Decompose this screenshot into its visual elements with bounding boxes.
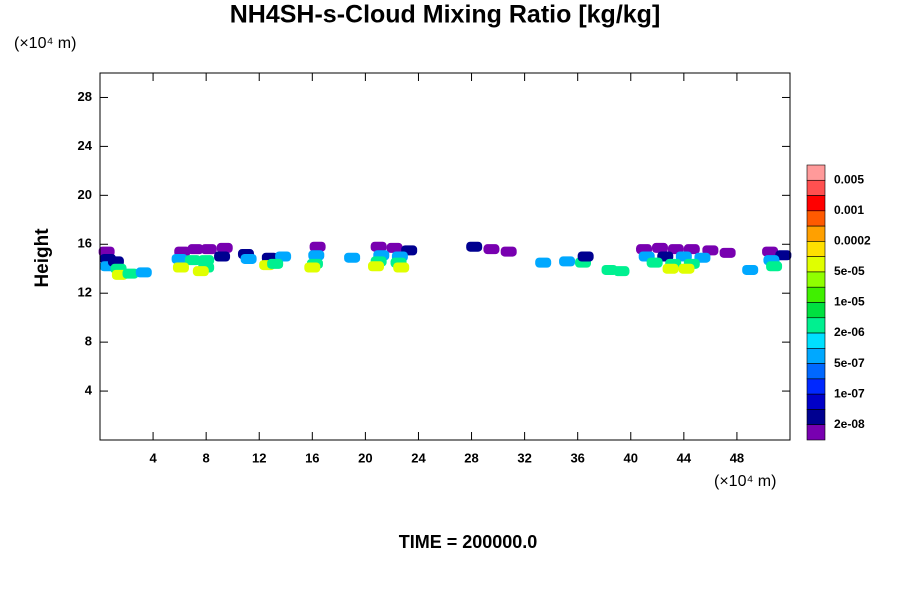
contour-cell — [719, 247, 736, 258]
contour-cell — [535, 257, 552, 268]
contour-cell — [200, 244, 217, 255]
contour-cell — [613, 266, 630, 277]
contour-cell — [192, 266, 209, 277]
y-tick-label: 24 — [78, 138, 93, 153]
y-tick-label: 16 — [78, 236, 92, 251]
contour-cell — [646, 257, 663, 268]
x-tick-label: 24 — [411, 450, 426, 465]
contour-cell — [240, 253, 257, 264]
colorbar-box — [806, 241, 826, 257]
colorbar-label: 1e-07 — [834, 386, 865, 400]
chart-title: NH4SH-s-Cloud Mixing Ratio [kg/kg] — [230, 1, 661, 29]
contour-cell — [500, 246, 517, 257]
colorbar-box — [806, 302, 826, 319]
x-tick-label: 48 — [730, 450, 744, 465]
contour-cell — [368, 261, 384, 272]
x-tick-label: 44 — [677, 450, 692, 465]
colorbar-label: 2e-08 — [834, 417, 865, 431]
contour-cell — [344, 252, 361, 263]
y-tick-label: 4 — [85, 383, 93, 398]
contour-cell — [216, 242, 233, 253]
contour-cell — [187, 244, 204, 255]
y-tick-label: 20 — [78, 187, 92, 202]
colorbar-box — [806, 348, 826, 364]
colorbar-box — [806, 317, 826, 334]
y-unit: (×10⁴ m) — [14, 35, 76, 52]
colorbar-box — [806, 256, 826, 273]
time-label: TIME = 200000.0 — [399, 532, 538, 552]
contour-cell — [304, 262, 321, 273]
contour-cell — [466, 241, 483, 252]
colorbar-label: 0.001 — [834, 203, 864, 217]
contour-cell — [370, 241, 387, 252]
colorbar-box — [806, 179, 826, 196]
contour-cell — [122, 268, 139, 279]
colorbar-box — [806, 271, 826, 288]
contour-cell — [742, 264, 759, 275]
contour-cell — [483, 244, 500, 255]
contour-cell — [393, 262, 410, 273]
x-tick-label: 4 — [149, 450, 157, 465]
contour-cell — [386, 242, 403, 253]
x-tick-label: 36 — [570, 450, 584, 465]
contour-cell — [775, 250, 792, 261]
colorbar-label: 1e-05 — [834, 295, 865, 309]
x-tick-label: 32 — [517, 450, 531, 465]
colorbar-box — [806, 363, 826, 380]
colorbar-label: 2e-06 — [834, 325, 865, 339]
contour-cell — [172, 262, 189, 273]
colorbar-label: 0.005 — [834, 172, 864, 186]
contour-cell — [214, 251, 231, 262]
contour-cell — [135, 267, 152, 278]
colorbar-box — [806, 225, 826, 242]
y-tick-label: 8 — [85, 334, 92, 349]
colorbar-box — [806, 409, 826, 426]
x-tick-label: 20 — [358, 450, 372, 465]
colorbar-label: 5e-05 — [834, 264, 865, 278]
contour-cell — [308, 250, 325, 261]
colorbar-label: 5e-07 — [834, 356, 865, 370]
contour-cell — [171, 253, 188, 264]
contour-cell — [766, 261, 783, 272]
y-tick-label: 12 — [78, 285, 92, 300]
contour-cell — [559, 256, 576, 267]
colorbar-box — [806, 378, 826, 395]
contour-cell — [651, 242, 668, 253]
colorbar-box — [806, 195, 826, 212]
plot-marks — [98, 241, 792, 280]
contour-cell — [678, 263, 695, 274]
colorbar-label: 0.0002 — [834, 234, 871, 248]
x-tick-label: 12 — [252, 450, 266, 465]
x-unit: (×10⁴ m) — [714, 473, 776, 490]
colorbar-box — [806, 393, 826, 410]
colorbar-box — [806, 164, 826, 181]
contour-cell — [267, 258, 284, 269]
colorbar-box — [806, 210, 826, 227]
contour-cell — [577, 251, 594, 262]
contour-cell — [762, 246, 779, 257]
contour-cell — [309, 241, 326, 252]
x-tick-label: 16 — [305, 450, 319, 465]
y-axis-label: Height — [32, 228, 53, 288]
colorbar-box — [806, 286, 826, 303]
contour-cell — [184, 255, 201, 266]
x-tick-label: 8 — [203, 450, 210, 465]
colorbar-box — [806, 332, 826, 349]
y-tick-label: 28 — [78, 89, 92, 104]
contour-cell — [662, 263, 679, 274]
plot-frame — [99, 72, 791, 441]
x-tick-label: 40 — [624, 450, 638, 465]
x-tick-label: 28 — [464, 450, 478, 465]
colorbar-box — [806, 424, 826, 441]
